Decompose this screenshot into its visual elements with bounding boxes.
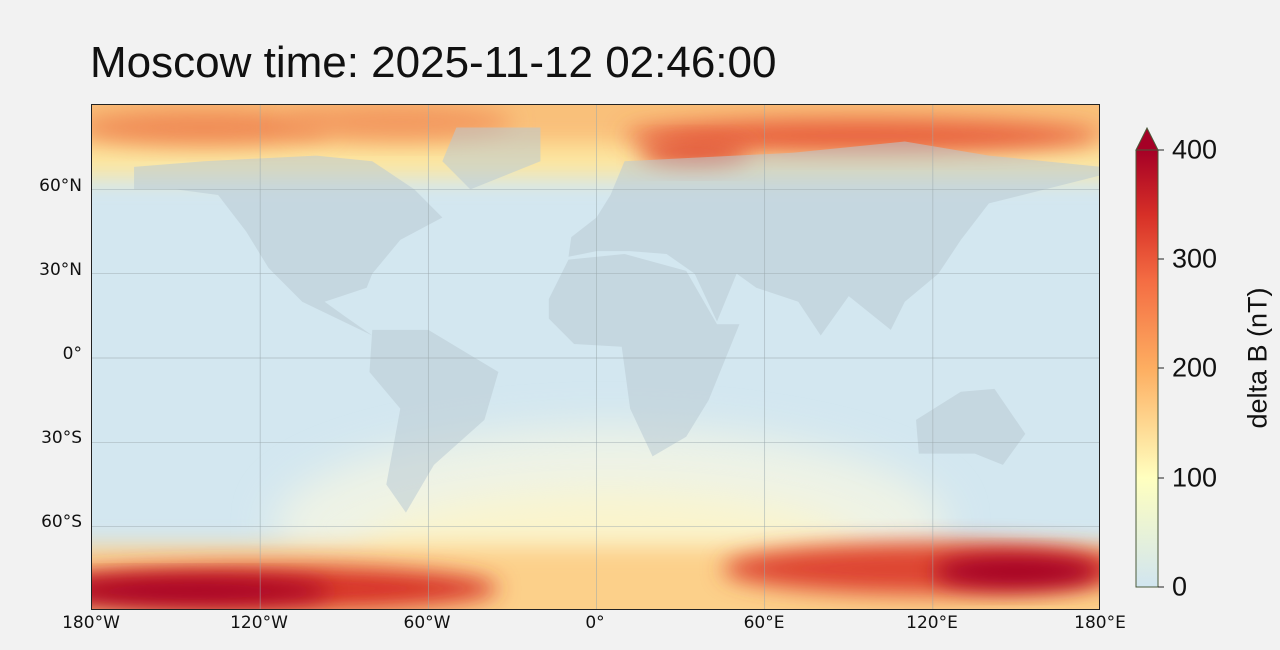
australia: [916, 388, 1026, 465]
lon-label-120w: 120°W: [230, 613, 288, 633]
greenland: [442, 127, 541, 190]
north-america: [134, 155, 443, 336]
eurasia: [568, 141, 1099, 336]
lon-label-180e: 180°E: [1074, 613, 1126, 633]
north-hotspot-west: [92, 110, 331, 145]
lon-label-60e: 60°E: [743, 613, 785, 633]
map-title: Moscow time: 2025-11-12 02:46:00: [90, 38, 777, 87]
lon-label-0: 0°: [585, 613, 605, 633]
colorbar-gradient: [1135, 149, 1159, 588]
lat-label-0: 0°: [62, 344, 82, 364]
south-america: [369, 329, 499, 513]
colorbar-extend-arrow: [1135, 126, 1159, 151]
lat-label-60n: 60°N: [39, 176, 82, 196]
colorbar-tick-200: 200: [1172, 352, 1218, 383]
north-hotspot-east: [624, 119, 1099, 153]
colorbar-tick-300: 300: [1172, 243, 1218, 274]
map-panel: [91, 104, 1100, 610]
colorbar-tick-100: 100: [1172, 462, 1218, 493]
lon-label-120e: 120°E: [906, 613, 958, 633]
gridlines: [92, 105, 1099, 609]
lat-label-60s: 60°S: [41, 512, 82, 532]
south-core-east: [932, 554, 1099, 589]
lat-label-30n: 30°N: [39, 260, 82, 280]
colorbar: [1135, 126, 1164, 588]
colorbar-tick-400: 400: [1172, 134, 1218, 165]
lon-label-60w: 60°W: [403, 613, 451, 633]
lat-label-30s: 30°S: [41, 428, 82, 448]
south-core-west: [92, 577, 331, 606]
delta-b-map: [92, 105, 1099, 609]
colorbar-label: delta B (nT): [1242, 287, 1273, 429]
land-masses: [134, 127, 1099, 513]
lon-label-180w: 180°W: [62, 613, 120, 633]
colorbar-tick-0: 0: [1172, 571, 1188, 602]
